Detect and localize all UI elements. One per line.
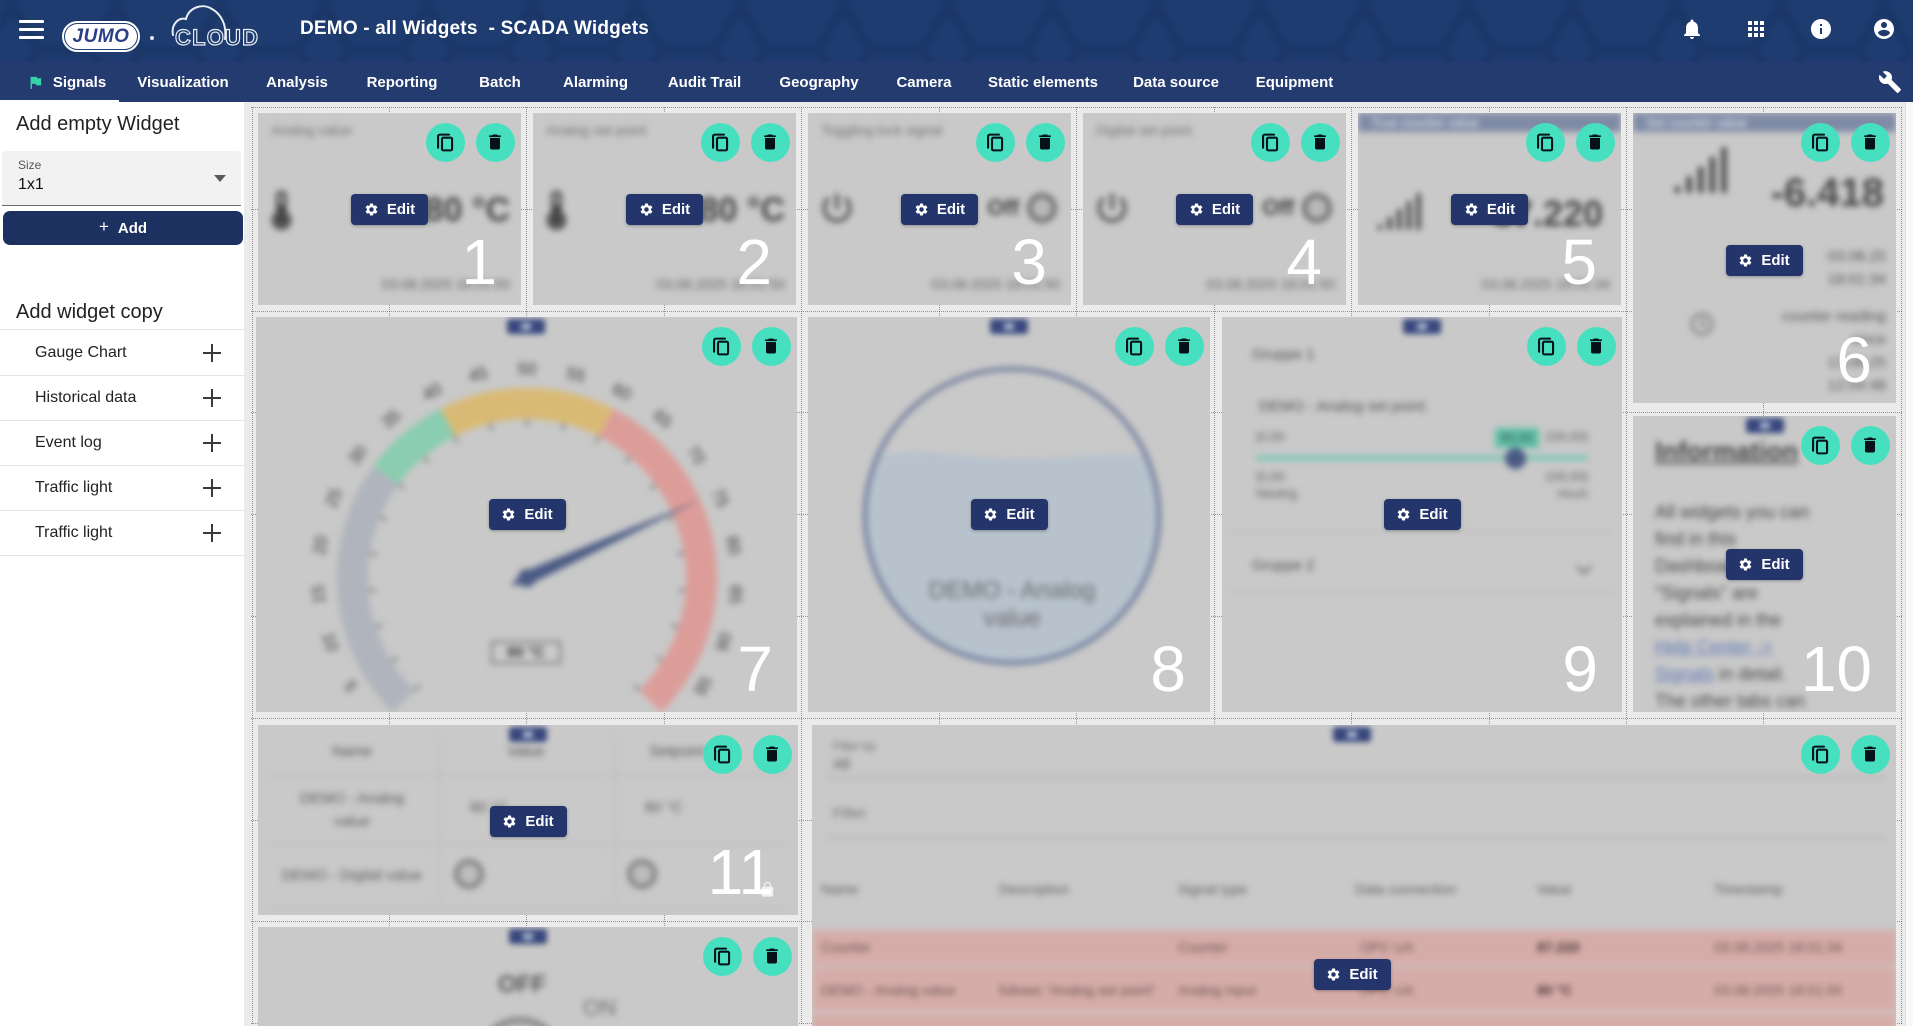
svg-text:90: 90 (712, 630, 736, 654)
svg-text:DEMO - Analog: DEMO - Analog (929, 577, 1096, 604)
svg-text:95: 95 (690, 673, 716, 699)
svg-text:30: 30 (345, 442, 371, 468)
svg-text:65: 65 (649, 406, 676, 433)
svg-text:100: 100 (657, 708, 690, 712)
svg-text:55: 55 (564, 363, 587, 386)
svg-text:20: 20 (310, 535, 332, 557)
svg-text:40: 40 (419, 379, 444, 405)
svg-text:80 °C: 80 °C (507, 644, 545, 661)
svg-text:70: 70 (683, 442, 709, 468)
svg-text:50: 50 (518, 359, 537, 378)
svg-text:60: 60 (609, 379, 634, 405)
svg-text:25: 25 (321, 486, 346, 511)
svg-text:45: 45 (467, 363, 490, 386)
svg-text:value: value (983, 605, 1040, 632)
svg-text:5: 5 (340, 677, 361, 695)
svg-text:80: 80 (723, 535, 745, 557)
svg-text:75: 75 (708, 486, 733, 511)
svg-text:10: 10 (318, 630, 342, 654)
svg-text:35: 35 (378, 406, 405, 433)
svg-text:15: 15 (308, 584, 328, 604)
svg-text:85: 85 (725, 584, 745, 604)
